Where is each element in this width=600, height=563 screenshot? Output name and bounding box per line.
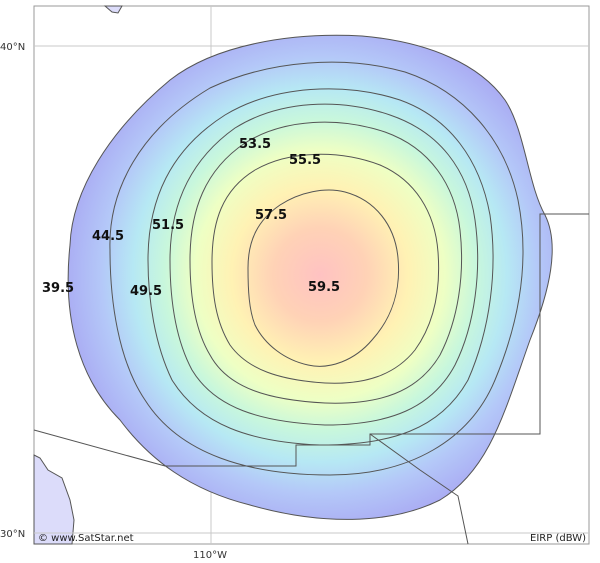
contour-line-51-5 — [169, 103, 479, 426]
credit-text: © www.SatStar.net — [38, 533, 134, 544]
border-line-mexico — [369, 433, 469, 545]
lon-label-110w: 110°W — [193, 550, 227, 561]
contour-label-51-5: 51.5 — [152, 218, 184, 233]
contour-line-57-5 — [247, 189, 400, 367]
contour-label-39-5: 39.5 — [42, 281, 74, 296]
lat-label-40n: 40°N — [0, 42, 25, 53]
legend-unit-label: EIRP (dBW) — [530, 533, 586, 544]
contour-label-49-5: 49.5 — [130, 284, 162, 299]
border-line-south — [33, 213, 589, 467]
island-shape — [103, 5, 123, 14]
contour-label-55-5: 55.5 — [289, 153, 321, 168]
contour-label-44-5: 44.5 — [92, 229, 124, 244]
contour-label-53-5: 53.5 — [239, 137, 271, 152]
contour-fill-39-5 — [67, 34, 553, 520]
contour-line-49-5 — [147, 88, 494, 446]
contour-line-44-5 — [109, 61, 524, 476]
contour-label-57-5: 57.5 — [255, 208, 287, 223]
lat-label-30n: 30°N — [0, 529, 25, 540]
contour-line-55-5 — [211, 153, 440, 384]
coastline-shape — [33, 454, 75, 545]
border-lines — [33, 213, 589, 545]
contour-labels: 39.5 44.5 49.5 51.5 53.5 55.5 57.5 59.5 — [42, 137, 340, 299]
contour-line-53-5 — [189, 121, 463, 404]
contour-label-59-5: 59.5 — [308, 280, 340, 295]
beam-footprint — [67, 34, 553, 520]
